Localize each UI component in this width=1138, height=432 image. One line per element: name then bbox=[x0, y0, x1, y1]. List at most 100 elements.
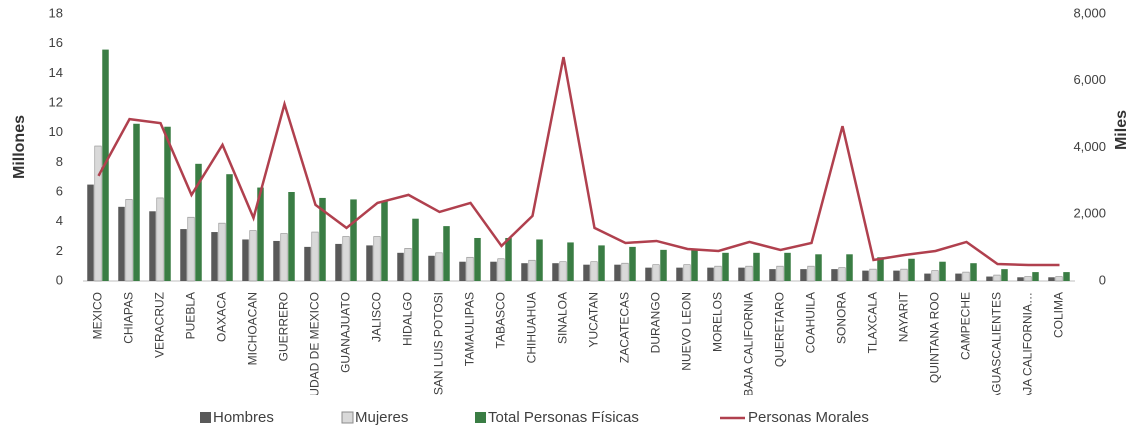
x-tick-label: SAN LUIS POTOSI bbox=[432, 292, 446, 395]
y-tick-label: 8 bbox=[56, 154, 63, 169]
bar bbox=[350, 199, 357, 281]
bar bbox=[1017, 277, 1024, 281]
bar bbox=[1055, 276, 1063, 282]
bar bbox=[776, 265, 784, 282]
x-tick-label: YUCATAN bbox=[587, 292, 601, 348]
bar bbox=[1024, 276, 1032, 282]
bar bbox=[156, 197, 164, 282]
bar bbox=[893, 270, 900, 281]
y2-tick-label: 0 bbox=[1099, 272, 1106, 287]
x-tick-label: SINALOA bbox=[556, 292, 570, 344]
bar bbox=[273, 240, 280, 281]
x-tick-label: TLAXCALA bbox=[866, 292, 880, 353]
bar bbox=[769, 269, 776, 281]
x-tick-label: CHIAPAS bbox=[122, 292, 136, 344]
bar bbox=[249, 230, 257, 282]
y2-tick-label: 8,000 bbox=[1073, 5, 1106, 20]
legend-swatch bbox=[200, 412, 211, 423]
bar bbox=[598, 245, 605, 281]
y-tick-label: 12 bbox=[49, 94, 63, 109]
x-tick-label: MEXICO bbox=[91, 292, 105, 339]
bar bbox=[490, 261, 497, 281]
bar bbox=[614, 264, 621, 281]
bar bbox=[87, 184, 94, 281]
y-tick-label: 4 bbox=[56, 213, 63, 228]
bar bbox=[373, 236, 381, 282]
y2-tick-label: 2,000 bbox=[1073, 206, 1106, 221]
line bbox=[97, 56, 1060, 267]
x-labels: MEXICO CHIAPAS VERACRUZ PUEBLA OAXACA MICHOAC… bbox=[91, 291, 1066, 409]
bar bbox=[180, 229, 187, 281]
bar bbox=[149, 211, 156, 281]
bar bbox=[528, 259, 536, 282]
bar bbox=[1032, 272, 1039, 281]
bar bbox=[815, 254, 822, 281]
bar bbox=[955, 273, 962, 281]
y-tick-label: 18 bbox=[49, 5, 63, 20]
bar bbox=[466, 256, 474, 282]
x-tick-label: TAMAULIPAS bbox=[463, 292, 477, 366]
bar bbox=[962, 271, 970, 282]
bar bbox=[924, 273, 931, 281]
bar bbox=[412, 218, 419, 281]
bar bbox=[1063, 272, 1070, 281]
x-tick-label: BAJA CALIFORNIA… bbox=[1021, 292, 1035, 409]
bar bbox=[900, 268, 908, 282]
bar bbox=[691, 249, 698, 281]
x-tick-label: COAHUILA bbox=[804, 292, 818, 353]
bar bbox=[931, 270, 939, 282]
x-tick-label: CIUDAD DE MEXICO bbox=[308, 292, 322, 409]
x-tick-label: JALISCO bbox=[370, 292, 384, 342]
x-tick-label: SONORA bbox=[835, 292, 849, 344]
y-axis-title: Millones bbox=[11, 115, 28, 179]
bar bbox=[288, 192, 295, 281]
bar bbox=[1048, 277, 1055, 281]
bar bbox=[218, 222, 226, 282]
x-tick-label: VERACRUZ bbox=[153, 292, 167, 358]
x-tick-label: ZACATECAS bbox=[618, 292, 632, 363]
bar bbox=[862, 270, 869, 281]
bar bbox=[753, 252, 760, 281]
bar bbox=[707, 267, 714, 281]
bar bbox=[435, 252, 443, 282]
bar bbox=[660, 249, 667, 281]
bar bbox=[521, 263, 528, 281]
bar bbox=[280, 233, 288, 282]
x-tick-label: OAXACA bbox=[215, 292, 229, 342]
x-tick-label: TABASCO bbox=[494, 292, 508, 348]
bar bbox=[342, 236, 350, 282]
bar bbox=[552, 263, 559, 281]
bar bbox=[869, 268, 877, 282]
bar bbox=[846, 254, 853, 281]
bar bbox=[559, 261, 567, 282]
bar bbox=[877, 257, 884, 281]
bar bbox=[583, 264, 590, 281]
x-tick-label: MORELOS bbox=[711, 292, 725, 352]
y-tick-label: 0 bbox=[56, 272, 63, 287]
bar bbox=[908, 258, 915, 281]
bar bbox=[621, 262, 629, 282]
bar bbox=[629, 246, 636, 281]
x-tick-label: DURANGO bbox=[649, 292, 663, 353]
bar bbox=[683, 264, 691, 282]
bar bbox=[397, 252, 404, 281]
bar bbox=[187, 216, 195, 282]
y-tick-label: 2 bbox=[56, 243, 63, 258]
x-tick-label: QUINTANA ROO bbox=[928, 292, 942, 383]
y2-tick-label: 6,000 bbox=[1073, 72, 1106, 87]
x-tick-label: GUERRERO bbox=[277, 292, 291, 361]
bar bbox=[474, 237, 481, 281]
y-tick-label: 16 bbox=[49, 35, 63, 50]
bar bbox=[242, 239, 249, 281]
bar bbox=[497, 258, 505, 282]
legend-label: Hombres bbox=[213, 409, 274, 426]
x-tick-label: AGUASCALIENTES bbox=[990, 292, 1004, 401]
bar bbox=[800, 269, 807, 281]
bar bbox=[536, 239, 543, 281]
x-tick-label: MICHOACAN bbox=[246, 292, 260, 365]
bar bbox=[807, 265, 815, 282]
bar bbox=[986, 276, 993, 281]
bar bbox=[939, 261, 946, 281]
bar bbox=[714, 265, 722, 282]
bar bbox=[993, 274, 1001, 282]
